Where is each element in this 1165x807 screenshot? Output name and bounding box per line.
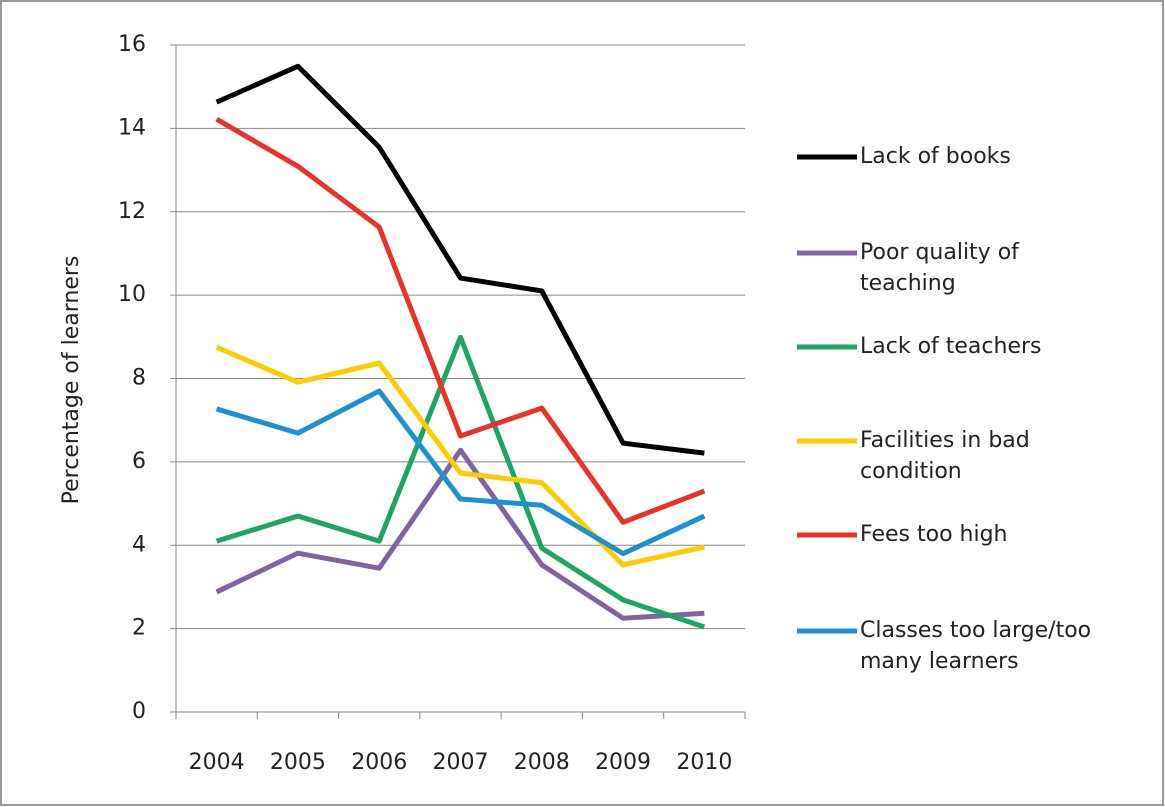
y-tick-label: 16 (118, 32, 146, 57)
x-tick-label: 2010 (676, 750, 732, 775)
x-tick-label: 2009 (595, 750, 651, 775)
x-tick-label: 2004 (189, 750, 245, 775)
series-line (215, 63, 705, 456)
y-tick-label: 12 (118, 199, 146, 224)
x-tick-label: 2008 (514, 750, 570, 775)
x-tick-label: 2007 (433, 750, 489, 775)
legend-label: Poor quality of teaching (860, 240, 1019, 296)
y-tick-label: 8 (132, 366, 146, 391)
legend-label: Lack of teachers (860, 334, 1042, 359)
series-line (215, 447, 705, 621)
legend-label: Lack of books (860, 144, 1011, 169)
y-tick-label: 4 (132, 532, 146, 557)
y-tick-label: 14 (118, 115, 146, 140)
series-line (215, 388, 706, 557)
y-tick-label: 2 (132, 616, 146, 641)
y-axis-label: Percentage of learners (59, 256, 84, 505)
series-line (215, 344, 705, 568)
legend-label: Fees too high (860, 522, 1008, 547)
x-tick-label: 2005 (270, 750, 326, 775)
x-tick-label: 2006 (351, 750, 407, 775)
series-line (215, 117, 706, 525)
legend-label: Classes too large/too many learners (860, 618, 1092, 674)
y-tick-label: 0 (132, 699, 146, 724)
y-tick-label: 6 (132, 449, 146, 474)
series-line (215, 334, 706, 630)
legend-label: Facilities in bad condition (860, 428, 1030, 484)
y-tick-label: 10 (118, 282, 146, 307)
